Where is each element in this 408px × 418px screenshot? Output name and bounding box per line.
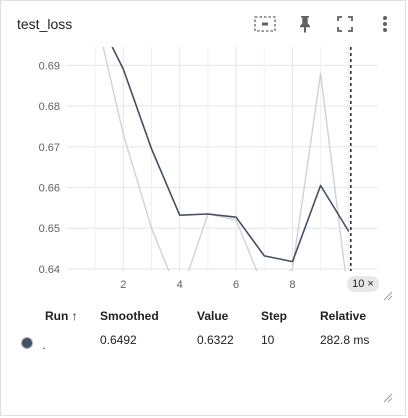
fit-domain-icon[interactable] bbox=[253, 12, 277, 36]
fullscreen-icon[interactable] bbox=[333, 12, 357, 36]
y-tick-label: 0.68 bbox=[39, 101, 60, 113]
chart-resize-icon[interactable] bbox=[383, 291, 393, 304]
more-vert-icon[interactable] bbox=[373, 12, 397, 36]
run-cell: . bbox=[15, 326, 100, 354]
y-tick-label: 0.65 bbox=[39, 223, 60, 235]
table-header-row: Run ↑ Smoothed Value Step Relative bbox=[15, 306, 400, 326]
relative-cell: 282.8 ms bbox=[320, 333, 370, 347]
x-tick-label: 4 bbox=[177, 279, 183, 291]
table-row[interactable]: . 0.6492 0.6322 10 282.8 ms bbox=[15, 326, 400, 354]
x-tick-label: 8 bbox=[289, 279, 295, 291]
y-tick-label: 0.67 bbox=[39, 142, 60, 154]
step-badge[interactable]: 10 × bbox=[347, 276, 379, 292]
step-badge-label: 10 bbox=[352, 278, 365, 290]
header-run[interactable]: Run ↑ bbox=[45, 309, 78, 323]
header-relative[interactable]: Relative bbox=[320, 309, 367, 323]
close-icon[interactable]: × bbox=[367, 278, 374, 290]
line-chart[interactable]: 0.64 0.65 0.66 0.67 0.68 0.69 2 4 6 8 bbox=[1, 1, 408, 301]
x-tick-label: 2 bbox=[120, 279, 126, 291]
grid bbox=[67, 47, 377, 271]
series-lines bbox=[102, 47, 350, 271]
y-tick-label: 0.69 bbox=[39, 60, 60, 72]
y-tick-label: 0.66 bbox=[39, 183, 60, 195]
header-value[interactable]: Value bbox=[197, 309, 229, 323]
pin-icon[interactable] bbox=[293, 12, 317, 36]
smoothed-cell: 0.6492 bbox=[100, 333, 137, 347]
smoothed-series-line bbox=[111, 47, 350, 263]
run-name: . bbox=[42, 337, 46, 352]
y-tick-label: 0.64 bbox=[39, 264, 60, 276]
card-title: test_loss bbox=[17, 16, 73, 32]
step-cell: 10 bbox=[261, 333, 275, 347]
value-cell: 0.6322 bbox=[197, 333, 234, 347]
x-tick-label: 6 bbox=[233, 279, 239, 291]
header-smoothed[interactable]: Smoothed bbox=[100, 309, 159, 323]
table-resize-icon[interactable] bbox=[383, 393, 393, 406]
header-step[interactable]: Step bbox=[261, 309, 288, 323]
x-axis-ticks: 2 4 6 8 bbox=[120, 279, 295, 291]
runs-table: Run ↑ Smoothed Value Step Relative . 0.6… bbox=[15, 306, 400, 354]
raw-series-line bbox=[102, 47, 346, 271]
y-axis-ticks: 0.64 0.65 0.66 0.67 0.68 0.69 bbox=[39, 60, 60, 276]
run-color-dot bbox=[21, 336, 33, 349]
